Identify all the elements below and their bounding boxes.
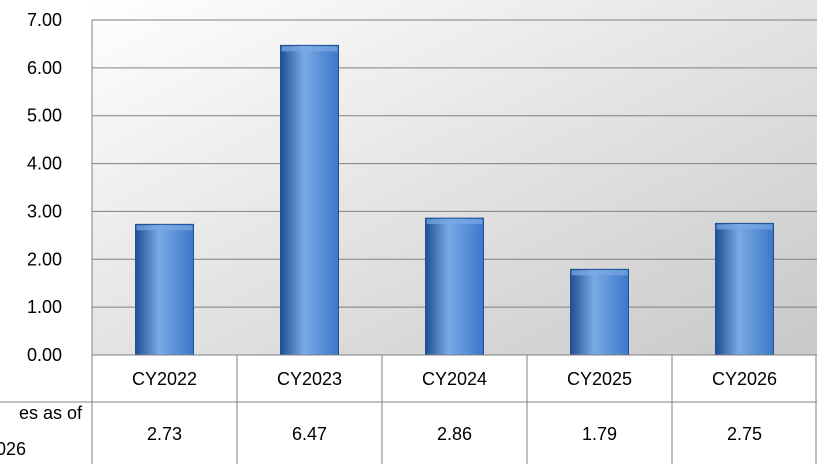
x-category-label: CY2022 (132, 369, 197, 389)
bar-highlight (136, 225, 193, 231)
x-category-label: CY2026 (712, 369, 777, 389)
y-tick-label: 4.00 (27, 154, 62, 174)
y-tick-label: 6.00 (27, 58, 62, 78)
bar (135, 223, 194, 356)
y-tick-label: 7.00 (27, 10, 62, 30)
data-value-label: 1.79 (582, 424, 617, 444)
bar (570, 268, 629, 356)
bar (715, 222, 774, 356)
data-value-label: 2.73 (147, 424, 182, 444)
bar-highlight (426, 219, 483, 225)
bar-highlight (571, 270, 628, 276)
bar-highlight (281, 46, 338, 52)
x-category-label: CY2023 (277, 369, 342, 389)
y-tick-label: 0.00 (27, 345, 62, 365)
y-axis-tick-labels: 0.00 1.00 2.00 3.00 4.00 5.00 6.00 7.00 (27, 10, 62, 365)
data-value-label: 2.75 (727, 424, 762, 444)
x-category-label: CY2024 (422, 369, 487, 389)
y-tick-label: 1.00 (27, 297, 62, 317)
y-tick-label: 5.00 (27, 106, 62, 126)
bar-highlight (716, 224, 773, 230)
bars (135, 44, 774, 356)
table-row-label: es as of (19, 403, 83, 423)
data-table: CY2022 CY2023 CY2024 CY2025 CY2026 2.73 6.47 2.… (0, 354, 817, 464)
bar (280, 44, 339, 356)
y-tick-label: 3.00 (27, 201, 62, 221)
data-value-label: 2.86 (437, 424, 472, 444)
x-category-label: CY2025 (567, 369, 632, 389)
table-row-label: 026 (0, 439, 26, 459)
y-tick-label: 2.00 (27, 249, 62, 269)
data-value-label: 6.47 (292, 424, 327, 444)
bar (425, 217, 484, 356)
